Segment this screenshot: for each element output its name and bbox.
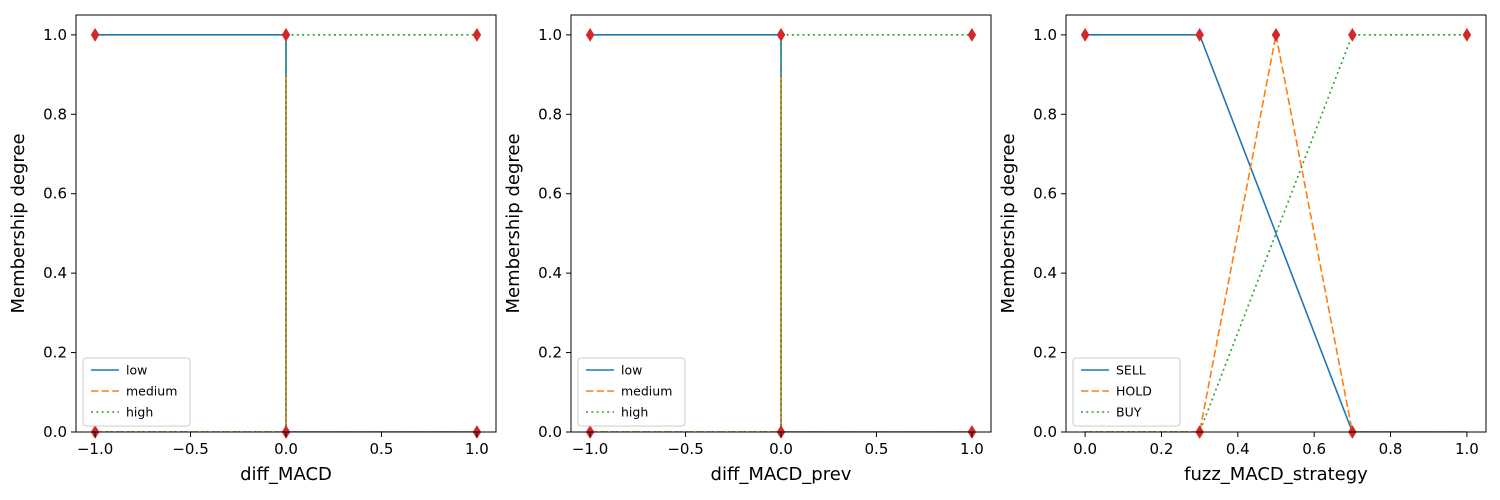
axes-frame — [1065, 14, 1487, 433]
x-tick-label: 0.2 — [1150, 440, 1174, 458]
legend-label: SELL — [1116, 363, 1146, 378]
x-tick-label: 0.5 — [370, 440, 394, 458]
y-tick-label: 1.0 — [538, 26, 562, 44]
legend-box — [577, 357, 686, 427]
y-axis-label: Membership degree — [8, 133, 29, 313]
y-tick-label: 0.8 — [1033, 105, 1057, 123]
x-axis-label: diff_MACD_prev — [711, 464, 852, 485]
diamond-marker — [1271, 27, 1281, 42]
y-tick-label: 0.2 — [538, 344, 562, 362]
legend-label: high — [126, 405, 153, 420]
y-tick-label: 0.2 — [1033, 344, 1057, 362]
x-axis-label: fuzz_MACD_strategy — [1184, 464, 1368, 485]
legend-box — [1072, 357, 1181, 427]
y-tick-label: 0.8 — [43, 105, 67, 123]
y-tick-label: 0.4 — [1033, 264, 1057, 282]
x-tick-label: 0.0 — [769, 440, 793, 458]
series-line-low — [590, 34, 972, 432]
x-tick-label: 1.0 — [465, 440, 489, 458]
legend: SELL HOLD BUY — [1072, 357, 1181, 427]
marker-group — [1080, 27, 1472, 439]
y-tick-label: 0.0 — [43, 423, 67, 441]
y-tick-label: 0.2 — [43, 344, 67, 362]
x-tick-label: 0.4 — [1226, 440, 1250, 458]
y-tick-label: 0.0 — [538, 423, 562, 441]
marker-group — [90, 27, 482, 439]
legend-label: HOLD — [1116, 384, 1152, 399]
diamond-marker — [90, 27, 100, 42]
y-tick-label: 1.0 — [43, 26, 67, 44]
legend-label: medium — [621, 384, 672, 399]
legend-label: high — [621, 405, 648, 420]
series-line-sell — [1085, 34, 1467, 432]
y-tick-label: 0.6 — [1033, 185, 1057, 203]
y-tick-label: 0.6 — [43, 185, 67, 203]
x-tick-label: 0.8 — [1379, 440, 1403, 458]
marker-group — [585, 27, 977, 439]
y-tick-label: 0.8 — [538, 105, 562, 123]
diamond-marker — [1462, 27, 1472, 42]
chart-panel-2: −1.0 −0.5 0.0 0.5 1.0 0.0 0.2 0.4 0.6 0.8 1.0 diff_… — [503, 14, 992, 485]
x-tick-label: 0.5 — [865, 440, 889, 458]
x-tick-label: −0.5 — [172, 440, 208, 458]
diamond-marker — [585, 27, 595, 42]
diamond-marker — [1348, 27, 1357, 42]
x-tick-label: 1.0 — [960, 440, 984, 458]
x-axis-label: diff_MACD — [240, 464, 332, 485]
x-tick-label: 0.6 — [1302, 440, 1326, 458]
chart-panel-1: −1.0 −0.5 0.0 0.5 1.0 0.0 0.2 0.4 0.6 0.8 1.0 diff_… — [8, 14, 497, 485]
x-tick-label: −1.0 — [77, 440, 113, 458]
legend-label: low — [621, 363, 642, 378]
legend-label: medium — [126, 384, 177, 399]
plot-area — [95, 34, 477, 432]
x-tick-label: 0.0 — [1073, 440, 1097, 458]
diamond-marker — [472, 27, 482, 42]
y-tick-label: 0.4 — [43, 264, 67, 282]
x-tick-label: 1.0 — [1455, 440, 1479, 458]
y-axis-label: Membership degree — [503, 133, 524, 313]
plot-area — [1085, 34, 1467, 432]
legend: low medium high — [577, 357, 686, 427]
x-tick-label: −1.0 — [572, 440, 608, 458]
diamond-marker — [1195, 27, 1204, 42]
y-axis-label: Membership degree — [998, 133, 1019, 313]
plot-area — [590, 34, 972, 432]
diamond-marker — [967, 27, 977, 42]
y-tick-label: 0.6 — [538, 185, 562, 203]
y-tick-label: 1.0 — [1033, 26, 1057, 44]
chart-panel-3: 0.0 0.2 0.4 0.6 0.8 1.0 0.0 0.2 0.4 0.6 0.8 1.0 fuzz… — [998, 14, 1487, 485]
x-tick-label: 0.0 — [274, 440, 298, 458]
legend-label: BUY — [1116, 405, 1142, 420]
legend-label: low — [126, 363, 147, 378]
diamond-marker — [1080, 27, 1090, 42]
x-tick-label: −0.5 — [667, 440, 703, 458]
legend: low medium high — [82, 357, 191, 427]
y-tick-label: 0.0 — [1033, 423, 1057, 441]
legend-box — [82, 357, 191, 427]
y-tick-label: 0.4 — [538, 264, 562, 282]
diamond-marker — [281, 27, 291, 42]
diamond-marker — [776, 27, 786, 42]
series-line-low — [95, 34, 477, 432]
